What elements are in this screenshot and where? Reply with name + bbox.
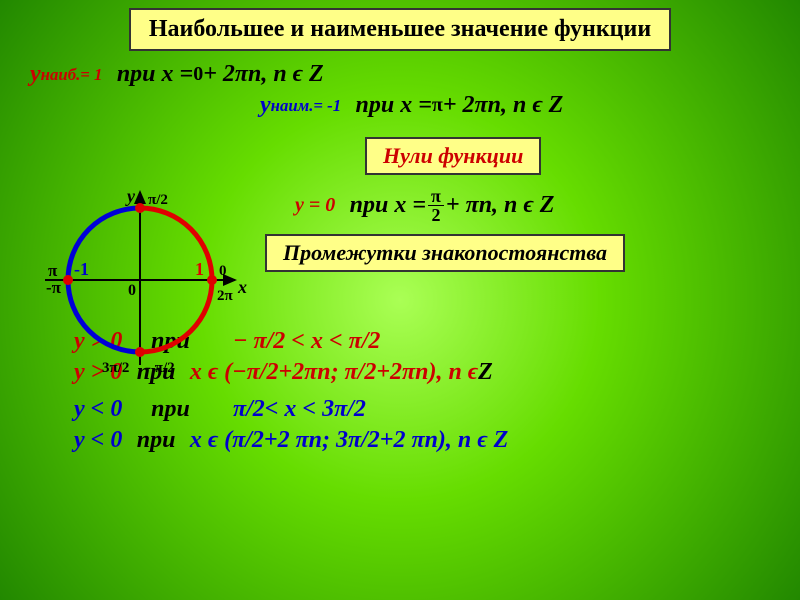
neg2-mid: при	[137, 427, 176, 454]
point-left	[63, 275, 73, 285]
zero-frac-den: 2	[428, 206, 443, 224]
label-zero-right: 0	[219, 263, 227, 279]
label-neg-one: -1	[74, 259, 89, 279]
main-title-box: Наибольшее и наименьшее значение функции	[129, 8, 671, 51]
intervals-title-box: Промежутки знакопостоянства	[265, 234, 625, 272]
main-title: Наибольшее и наименьшее значение функции	[149, 16, 651, 42]
neg2-lhs: y < 0	[74, 427, 122, 454]
label-y-axis: y	[125, 186, 136, 206]
min-sub: наим.= -1	[271, 96, 341, 116]
max-rest: + 2πn, n ϵ Z	[203, 61, 323, 88]
circle-svg: y x 0 1 -1 π/2 π -π 0 2π 3π/2 - π/2	[20, 180, 250, 390]
min-rest: + 2πn, n ϵ Z	[443, 92, 563, 119]
zero-cond: при x =	[350, 192, 426, 219]
neg1-mid: при	[151, 396, 190, 423]
neg2-rhs: x ϵ (π/2+2 πn; 3π/2+2 πn), n ϵ Z	[190, 427, 508, 454]
min-cond: при x =	[356, 92, 432, 119]
neg-line-2: y < 0 при x ϵ (π/2+2 πn; 3π/2+2 πn), n ϵ…	[74, 427, 780, 454]
label-x-axis: x	[237, 277, 247, 297]
min-line: y наим.= -1 при x = π + 2πn, n ϵ Z	[260, 92, 780, 119]
label-two-pi: 2π	[217, 288, 234, 304]
zero-frac-num: π	[428, 187, 444, 206]
max-val: 0	[193, 63, 203, 86]
neg1-rhs: π/2< x < 3π/2	[233, 396, 366, 423]
neg1-lhs: y < 0	[74, 396, 122, 423]
max-y: y	[30, 61, 41, 88]
zeros-title-box: Нули функции	[365, 137, 541, 175]
label-neg-pi2: - π/2	[146, 360, 175, 376]
pos1-rhs: − π/2 < x < π/2	[233, 328, 380, 355]
pos2-rhs-z: Z	[478, 359, 493, 386]
label-3pi2: 3π/2	[102, 360, 129, 376]
label-one: 1	[195, 259, 204, 279]
min-y: y	[260, 92, 271, 119]
zero-frac: π 2	[428, 187, 444, 224]
max-line: y наиб.= 1 при x = 0 + 2πn, n ϵ Z	[30, 61, 780, 88]
right-column: Нули функции y = 0 при x = π 2 + πn, n ϵ…	[295, 137, 780, 272]
neg-line-1: y < 0 при π/2< x < 3π/2	[74, 396, 780, 423]
label-pi2-top: π/2	[148, 192, 168, 208]
point-right	[207, 275, 217, 285]
intervals-title: Промежутки знакопостоянства	[283, 240, 607, 265]
max-cond: при x =	[117, 61, 193, 88]
zeros-title: Нули функции	[383, 143, 523, 168]
max-sub: наиб.= 1	[41, 65, 103, 85]
zero-lhs: y = 0	[295, 194, 335, 217]
label-neg-pi: -π	[46, 278, 62, 297]
unit-circle-diagram: y x 0 1 -1 π/2 π -π 0 2π 3π/2 - π/2	[20, 180, 250, 390]
min-val: π	[432, 94, 443, 117]
point-top	[135, 203, 145, 213]
point-bottom	[135, 347, 145, 357]
content-area: Наибольшее и наименьшее значение функции…	[0, 0, 800, 466]
zero-rest: + πn, n ϵ Z	[446, 192, 554, 219]
zero-line: y = 0 при x = π 2 + πn, n ϵ Z	[295, 187, 780, 224]
label-origin: 0	[128, 282, 136, 299]
